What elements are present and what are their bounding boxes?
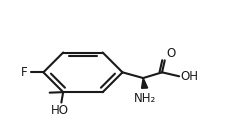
Text: F: F: [21, 66, 27, 79]
Text: OH: OH: [180, 70, 198, 83]
Text: NH₂: NH₂: [133, 92, 155, 105]
Polygon shape: [141, 78, 147, 88]
Text: O: O: [165, 47, 175, 60]
Text: HO: HO: [50, 104, 68, 117]
